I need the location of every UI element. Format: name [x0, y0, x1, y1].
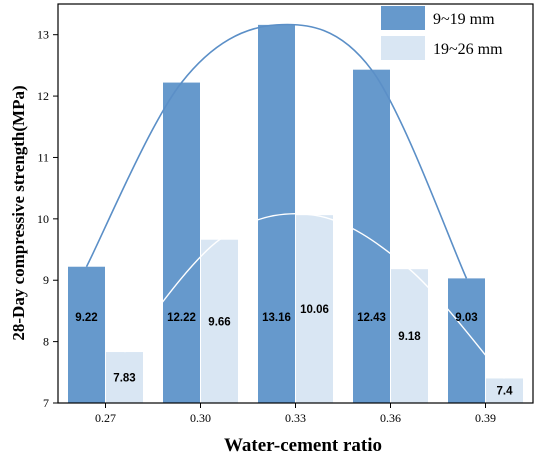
trend-line-series-2 — [123, 212, 506, 379]
bars-layer — [68, 24, 523, 404]
x-axis-label: Water-cement ratio — [224, 435, 382, 456]
bar-value-label: 9.18 — [398, 331, 421, 343]
y-tick-label: 7 — [43, 396, 49, 410]
legend: 9~19 mm 19~26 mm — [381, 6, 503, 60]
bar-value-label: 12.43 — [357, 312, 386, 324]
bar-series-1 — [353, 69, 390, 403]
bar-series-2 — [391, 269, 428, 403]
y-tick-label: 11 — [37, 150, 49, 164]
y-tick-label: 13 — [37, 28, 49, 42]
trend-layer — [85, 23, 506, 379]
bar-series-2 — [106, 352, 143, 403]
bar-series-2 — [296, 215, 333, 403]
bar-value-label: 10.06 — [300, 304, 329, 316]
labels-layer: 9.22 12.22 13.16 12.43 9.03 7.83 9.66 10.06 9.18… — [75, 304, 513, 398]
trend-line-series-1 — [85, 23, 468, 279]
legend-label-series-2: 19~26 mm — [433, 41, 503, 58]
x-tick-label: 0.33 — [285, 411, 306, 425]
x-tick-label: 0.30 — [190, 411, 211, 425]
bar-value-label: 7.83 — [113, 373, 135, 385]
y-tick-label: 8 — [43, 335, 49, 349]
bar-value-label: 9.22 — [75, 312, 97, 324]
bar-series-2 — [486, 378, 523, 403]
legend-label-series-1: 9~19 mm — [433, 11, 495, 28]
bar-series-1 — [163, 82, 200, 403]
bar-value-label: 13.16 — [262, 312, 291, 324]
bar-value-label: 9.66 — [208, 316, 230, 328]
x-tick-label: 0.39 — [475, 411, 496, 425]
y-tick-label: 10 — [37, 212, 49, 226]
legend-swatch-series-2 — [381, 36, 425, 60]
bar-series-1 — [448, 278, 485, 403]
y-axis-label: 28-Day compressive strength(MPa) — [9, 85, 28, 340]
y-tick-label: 12 — [37, 89, 49, 103]
axes-layer: 7 8 9 10 11 12 13 0.27 0.30 0.33 0.36 0.39 — [37, 3, 534, 425]
y-tick-label: 9 — [43, 273, 49, 287]
x-tick-label: 0.36 — [380, 411, 401, 425]
legend-swatch-series-1 — [381, 6, 425, 30]
bar-value-label: 12.22 — [167, 312, 196, 324]
bar-series-2 — [201, 239, 238, 403]
bar-series-1 — [68, 266, 105, 403]
bar-value-label: 9.03 — [455, 312, 477, 324]
bar-value-label: 7.4 — [497, 386, 514, 398]
x-tick-label: 0.27 — [95, 411, 116, 425]
